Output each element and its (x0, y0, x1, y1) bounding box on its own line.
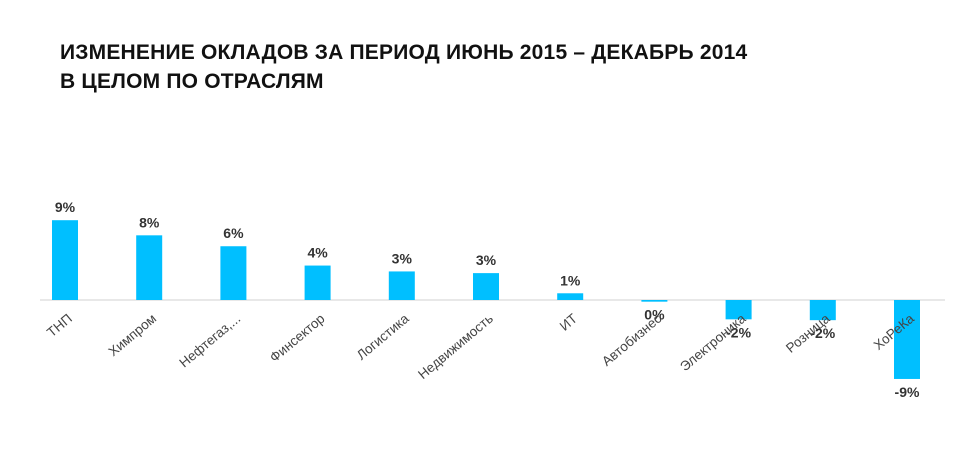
bar-9 (725, 300, 752, 320)
bar-3 (220, 246, 247, 300)
bar-11 (894, 300, 920, 379)
value-label-10: -2% (810, 325, 835, 341)
value-label-7: 1% (560, 272, 581, 288)
value-label-1: 9% (55, 199, 76, 215)
category-label-9: Электроника (677, 310, 749, 374)
category-label-4: Финсектор (267, 311, 328, 365)
bar-10 (809, 300, 836, 321)
bar-6 (473, 273, 499, 300)
value-label-9: -2% (726, 324, 751, 340)
value-label-5: 3% (392, 250, 413, 266)
bar-2 (136, 235, 163, 300)
bar-5 (388, 271, 415, 300)
bar-4 (304, 265, 331, 300)
bar-7 (557, 293, 584, 300)
bar-1 (52, 220, 78, 300)
chart-title-line-1: ИЗМЕНЕНИЕ ОКЛАДОВ ЗА ПЕРИОД ИЮНЬ 2015 – … (60, 41, 748, 64)
category-label-1: ТНП (44, 311, 75, 340)
chart-title: ИЗМЕНЕНИЕ ОКЛАДОВ ЗА ПЕРИОД ИЮНЬ 2015 – … (60, 38, 747, 96)
category-label-3: Нефтегаз,... (176, 311, 243, 371)
chart-title-line-2: В ЦЕЛОМ ПО ОТРАСЛЯМ (60, 70, 324, 93)
value-label-3: 6% (223, 225, 244, 241)
category-label-7: ИТ (557, 311, 580, 334)
value-label-2: 8% (139, 214, 160, 230)
category-label-2: Химпром (105, 311, 159, 359)
value-label-8: 0% (644, 307, 665, 323)
bar-8 (641, 300, 668, 302)
category-label-6: Недвижимость (415, 311, 496, 382)
value-label-6: 3% (476, 252, 497, 268)
value-label-4: 4% (307, 245, 328, 261)
category-label-8: Автобизнес (599, 311, 664, 369)
category-label-5: Логистика (354, 311, 412, 363)
value-label-11: -9% (895, 384, 920, 400)
